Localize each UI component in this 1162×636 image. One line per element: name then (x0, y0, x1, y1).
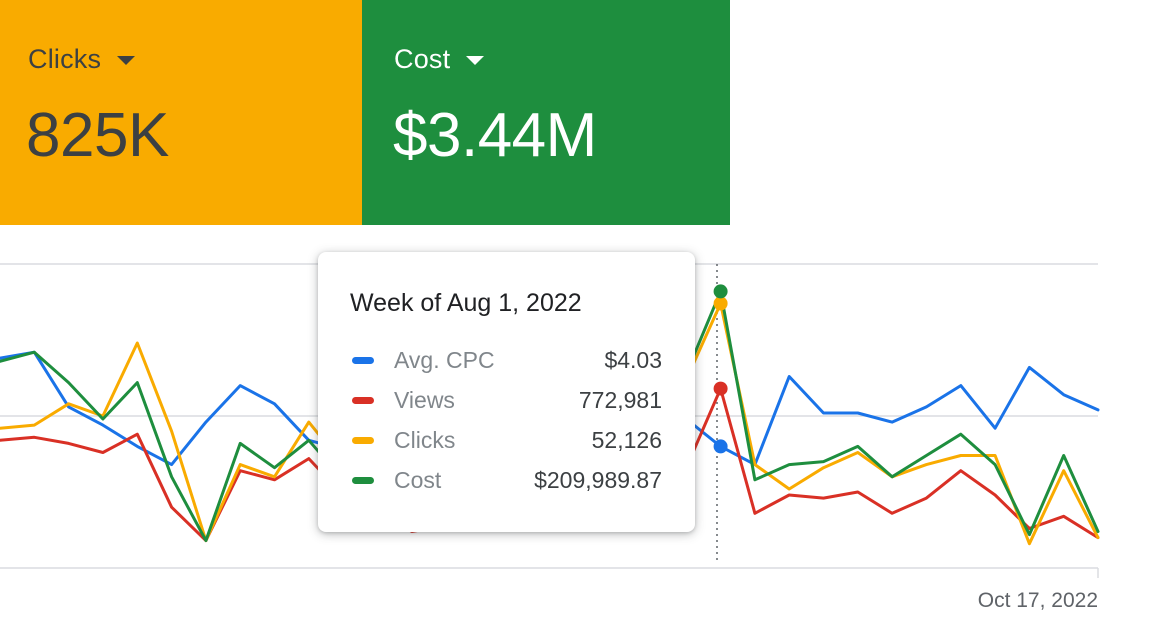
tooltip-row-views: Views 772,981 (352, 385, 662, 415)
x-axis-label: Oct 17, 2022 (977, 589, 1098, 612)
chart-tooltip: Week of Aug 1, 2022 Avg. CPC $4.03 Views… (318, 252, 695, 532)
tooltip-row-name: Clicks (394, 426, 456, 453)
clicks-metric-card[interactable]: Clicks 825K (0, 0, 362, 225)
tooltip-row-avg-cpc: Avg. CPC $4.03 (352, 345, 662, 375)
cost-hover-point (713, 284, 728, 299)
cost-metric-selector[interactable]: Cost (394, 44, 485, 75)
clicks-legend-swatch (352, 436, 374, 444)
chevron-down-icon[interactable] (466, 56, 485, 65)
tooltip-row-value: $209,989.87 (534, 466, 662, 493)
clicks-hover-point (713, 296, 728, 311)
avg-cpc-hover-point (713, 439, 728, 454)
views-hover-point (713, 381, 728, 396)
tooltip-row-name: Avg. CPC (394, 346, 495, 373)
tooltip-row-clicks: Clicks 52,126 (352, 425, 662, 455)
cost-legend-swatch (352, 476, 374, 484)
tooltip-row-value: $4.03 (604, 346, 662, 373)
tooltip-title: Week of Aug 1, 2022 (350, 289, 582, 317)
clicks-metric-selector[interactable]: Clicks (28, 44, 136, 75)
avg-cpc-legend-swatch (352, 356, 374, 364)
cost-metric-label: Cost (394, 44, 451, 74)
cost-metric-value: $3.44M (393, 101, 597, 170)
tooltip-row-value: 52,126 (591, 426, 662, 453)
chevron-down-icon[interactable] (117, 56, 136, 65)
clicks-metric-label: Clicks (28, 44, 102, 74)
tooltip-row-name: Cost (394, 466, 442, 493)
views-legend-swatch (352, 396, 374, 404)
cost-metric-card[interactable]: Cost $3.44M (362, 0, 730, 225)
tooltip-row-name: Views (394, 386, 455, 413)
clicks-metric-value: 825K (26, 101, 169, 170)
tooltip-row-cost: Cost $209,989.87 (352, 465, 662, 495)
tooltip-row-value: 772,981 (578, 386, 662, 413)
